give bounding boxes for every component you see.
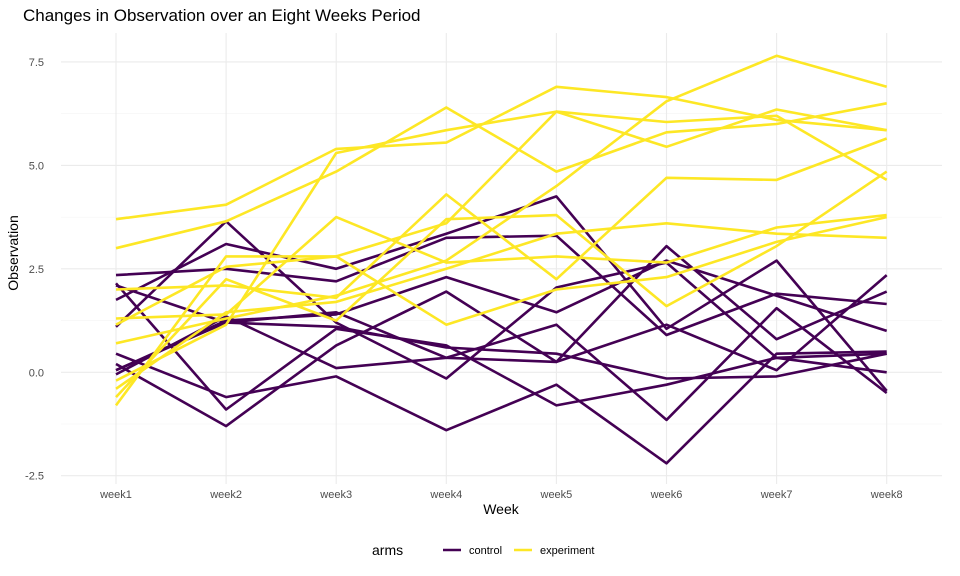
- experiment-series-line: [115, 85, 887, 221]
- legend-label-control: control: [469, 545, 502, 557]
- x-tick-label: week2: [209, 489, 242, 501]
- x-tick-label: week4: [429, 489, 462, 501]
- control-series-line: [115, 259, 888, 372]
- experiment-series-line: [115, 110, 888, 382]
- legend-label-experiment: experiment: [540, 545, 594, 557]
- control-series-line: [115, 350, 887, 465]
- control-series-line: [115, 306, 888, 422]
- control-series-line: [115, 220, 887, 380]
- control-series-line: [115, 284, 887, 380]
- legend: arms control experiment: [372, 542, 594, 558]
- control-series-line: [115, 282, 887, 411]
- experiment-series-line: [115, 170, 888, 398]
- chart-title: Changes in Observation over an Eight Wee…: [23, 6, 421, 25]
- control-series-line: [115, 274, 888, 372]
- y-tick-label: 0.0: [29, 367, 44, 379]
- experiment-series-line: [115, 54, 888, 345]
- experiment-series-line: [115, 102, 887, 250]
- y-axis-title: Observation: [5, 215, 21, 290]
- grid: [61, 33, 942, 484]
- series-lines: [114, 54, 888, 465]
- x-tick-label: week5: [540, 489, 573, 501]
- y-tick-label: -2.5: [25, 471, 44, 483]
- experiment-series-line: [115, 222, 887, 390]
- control-series-line: [115, 195, 888, 392]
- x-axis-ticks: week1 week2 week3 week4 week5 week6 week7 week8: [99, 489, 902, 501]
- y-tick-label: 5.0: [29, 160, 44, 172]
- x-tick-label: week6: [650, 489, 683, 501]
- y-tick-label: 2.5: [29, 264, 44, 276]
- x-tick-label: week7: [760, 489, 793, 501]
- control-series-line: [115, 244, 888, 428]
- x-axis-title: Week: [483, 501, 520, 517]
- x-tick-label: week1: [99, 489, 132, 501]
- x-tick-label: week8: [870, 489, 903, 501]
- x-tick-label: week3: [319, 489, 352, 501]
- legend-title: arms: [372, 542, 403, 558]
- experiment-series-line: [114, 215, 887, 407]
- y-axis-ticks: -2.5 0.0 2.5 5.0 7.5: [25, 57, 44, 483]
- y-tick-label: 7.5: [29, 57, 44, 69]
